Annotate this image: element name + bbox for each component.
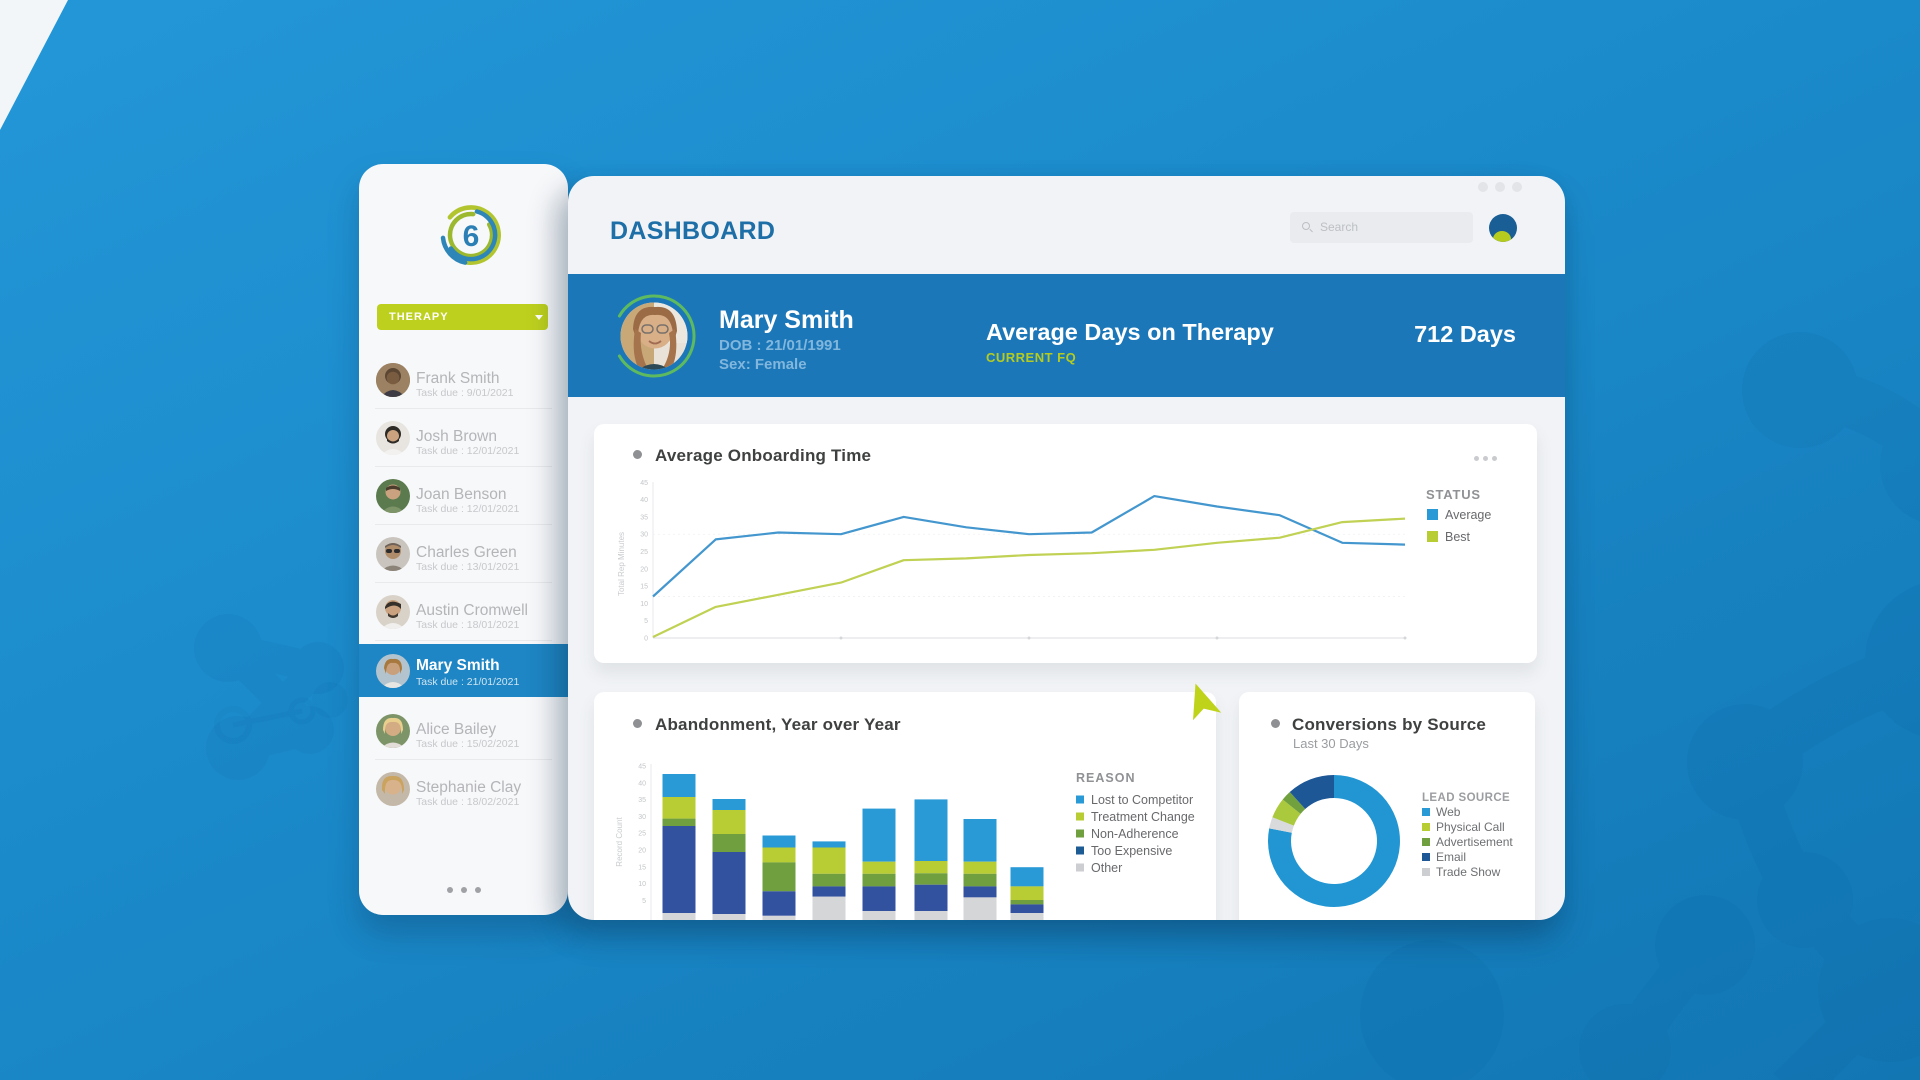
svg-text:STATUS: STATUS bbox=[1426, 487, 1481, 502]
svg-text:Average: Average bbox=[1445, 508, 1491, 522]
svg-text:5: 5 bbox=[642, 898, 646, 905]
svg-text:Advertisement: Advertisement bbox=[1436, 835, 1513, 849]
svg-text:30: 30 bbox=[640, 532, 648, 539]
svg-text:5: 5 bbox=[644, 618, 648, 625]
svg-text:20: 20 bbox=[638, 848, 646, 855]
svg-text:0: 0 bbox=[644, 636, 648, 643]
svg-text:25: 25 bbox=[640, 549, 648, 556]
svg-text:6: 6 bbox=[463, 220, 480, 253]
svg-text:25: 25 bbox=[638, 831, 646, 838]
svg-text:Trade Show: Trade Show bbox=[1436, 865, 1501, 879]
svg-text:LEAD SOURCE: LEAD SOURCE bbox=[1422, 792, 1510, 804]
svg-text:20: 20 bbox=[640, 566, 648, 573]
svg-text:40: 40 bbox=[640, 497, 648, 504]
svg-text:45: 45 bbox=[638, 764, 646, 771]
svg-text:30: 30 bbox=[638, 814, 646, 821]
svg-text:15: 15 bbox=[640, 584, 648, 591]
svg-text:35: 35 bbox=[640, 514, 648, 521]
svg-text:Too Expensive: Too Expensive bbox=[1091, 844, 1172, 858]
svg-text:40: 40 bbox=[638, 780, 646, 787]
svg-text:Other: Other bbox=[1091, 861, 1122, 875]
svg-text:Record Count: Record Count bbox=[615, 817, 624, 867]
svg-text:45: 45 bbox=[640, 480, 648, 487]
svg-text:Best: Best bbox=[1445, 530, 1471, 544]
svg-text:Total Rep Minutes: Total Rep Minutes bbox=[617, 532, 626, 596]
svg-text:Lost to Competitor: Lost to Competitor bbox=[1091, 793, 1193, 807]
svg-text:Non-Adherence: Non-Adherence bbox=[1091, 827, 1179, 841]
svg-text:Web: Web bbox=[1436, 805, 1461, 819]
svg-text:10: 10 bbox=[638, 881, 646, 888]
svg-text:Treatment Change: Treatment Change bbox=[1091, 810, 1195, 824]
svg-text:35: 35 bbox=[638, 797, 646, 804]
svg-text:Physical Call: Physical Call bbox=[1436, 820, 1505, 834]
svg-text:10: 10 bbox=[640, 601, 648, 608]
svg-text:Email: Email bbox=[1436, 850, 1466, 864]
svg-text:REASON: REASON bbox=[1076, 771, 1135, 785]
svg-text:15: 15 bbox=[638, 864, 646, 871]
